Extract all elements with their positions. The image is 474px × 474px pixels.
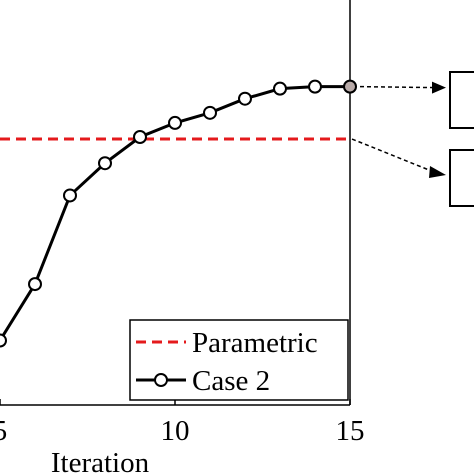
data-point [168, 115, 182, 130]
data-point [133, 130, 147, 145]
annotations [351, 71, 474, 207]
annotation-arrow-top [359, 85, 437, 89]
x-axis-title: Iteration [51, 447, 150, 474]
legend-box [129, 319, 349, 401]
legend-marker-case-2 [154, 373, 168, 387]
x-tick-label: 10 [161, 415, 190, 447]
legend: Parametric Case 2 [129, 319, 349, 401]
annotation-arrow-bottom [351, 138, 435, 173]
data-point [0, 333, 7, 348]
series-group [0, 79, 357, 348]
arrowhead-icon [432, 81, 446, 94]
x-tick-label: 15 [336, 415, 365, 447]
data-point [273, 81, 287, 96]
data-point [308, 79, 322, 94]
data-point [203, 105, 217, 120]
axes: 5 10 15 Iteration [0, 0, 365, 474]
legend-label-case-2: Case 2 [192, 365, 270, 397]
data-point [98, 156, 112, 171]
data-point [238, 91, 252, 106]
arrowhead-icon [429, 166, 446, 178]
annotation-box-bottom [449, 149, 474, 207]
x-tick-label: 5 [0, 415, 7, 447]
data-point [63, 188, 77, 203]
legend-label-parametric: Parametric [192, 327, 318, 359]
annotation-box-top [449, 71, 474, 129]
data-point-final [343, 79, 357, 94]
data-point [28, 277, 42, 292]
